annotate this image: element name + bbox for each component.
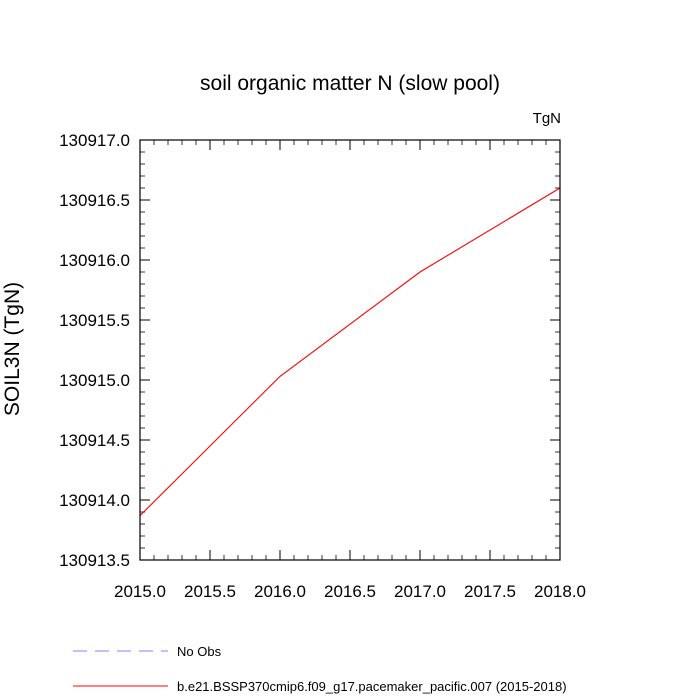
x-tick-label: 2015.5 [184,582,236,601]
y-tick-label: 130914.5 [59,431,130,450]
y-tick-label: 130917.0 [59,131,130,150]
y-axis-label: SOIL3N (TgN) [1,282,24,416]
chart-title: soil organic matter N (slow pool) [200,72,500,95]
y-tick-label: 130913.5 [59,551,130,570]
series-layer [139,187,561,516]
x-tick-label: 2018.0 [534,582,586,601]
legend-label: b.e21.BSSP370cmip6.f09_g17.pacemaker_pac… [177,679,567,694]
x-tick-label: 2017.5 [464,582,516,601]
x-tick-label: 2016.5 [324,582,376,601]
y-tick-label: 130914.0 [59,491,130,510]
y-tick-label: 130916.0 [59,251,130,270]
legend: No Obs b.e21.BSSP370cmip6.f09_g17.pacemak… [73,644,567,694]
x-tick-label: 2017.0 [394,582,446,601]
x-tick-label: 2016.0 [254,582,306,601]
y-tick-label: 130915.0 [59,371,130,390]
units-label: TgN [533,110,561,127]
x-axis-ticks: 2015.0 2015.5 2016.0 2016.5 2017.0 2017.5 2018… [114,140,586,601]
series-line [139,187,561,516]
y-axis-ticks: 130913.5 130914.0 130914.5 130915.0 130915.5… [59,131,560,570]
legend-label: No Obs [177,644,222,659]
plot-frame [139,139,561,561]
x-tick-label: 2015.0 [114,582,166,601]
y-tick-label: 130916.5 [59,191,130,210]
y-tick-label: 130915.5 [59,311,130,330]
